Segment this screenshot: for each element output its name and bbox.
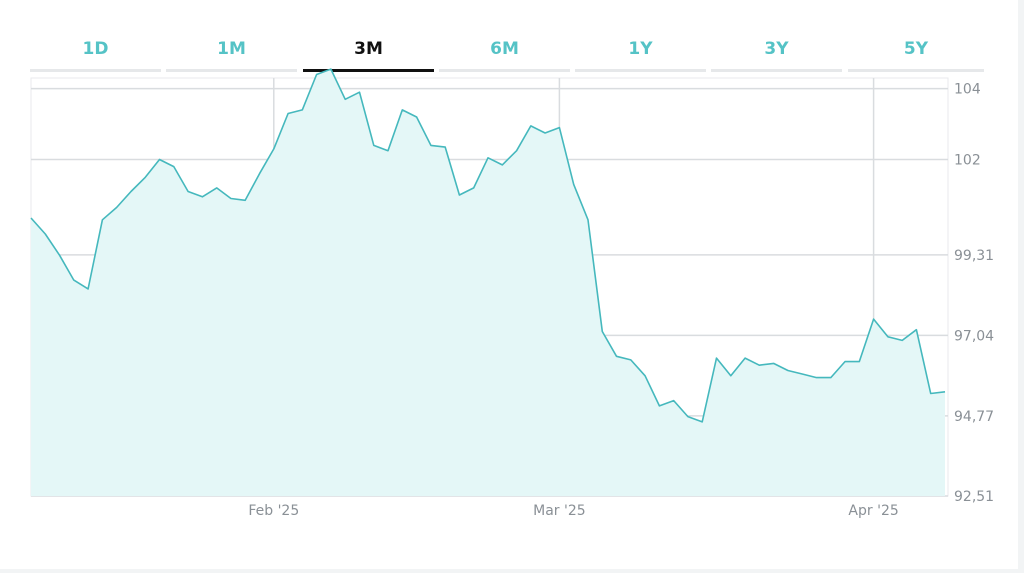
tab-underline — [711, 69, 842, 72]
tab-1d[interactable]: 1D — [30, 36, 161, 72]
tab-label: 1M — [217, 39, 246, 59]
tab-1m[interactable]: 1M — [166, 36, 297, 72]
tab-6m[interactable]: 6M — [439, 36, 570, 72]
y-tick-label: 99,31 — [954, 248, 994, 264]
tab-3m[interactable]: 3M — [303, 36, 434, 72]
tab-underline — [30, 69, 161, 72]
series-line — [30, 68, 946, 423]
tab-underline — [848, 69, 984, 72]
y-tick-label: 104 — [954, 82, 981, 98]
y-tick-label: 92,51 — [954, 489, 994, 505]
x-tick-label: Feb '25 — [248, 503, 299, 519]
tab-3y[interactable]: 3Y — [711, 36, 842, 72]
y-tick-label: 102 — [954, 153, 981, 169]
tab-label: 5Y — [903, 39, 929, 59]
tab-underline — [303, 69, 434, 72]
tab-1y[interactable]: 1Y — [575, 36, 706, 72]
tab-5y[interactable]: 5Y — [848, 36, 984, 72]
x-tick-label: Apr '25 — [848, 503, 898, 519]
tab-underline — [166, 69, 297, 72]
tab-label: 1D — [82, 39, 109, 59]
tab-underline — [439, 69, 570, 72]
tab-label: 3Y — [764, 39, 789, 59]
tab-label: 3M — [354, 39, 383, 59]
x-tick-label: Mar '25 — [533, 503, 586, 519]
range-tabs: 1D 1M 3M 6M 1Y 3Y 5Y — [30, 36, 984, 72]
tab-label: 1Y — [628, 39, 653, 59]
series-area — [31, 69, 945, 496]
y-tick-label: 97,04 — [954, 328, 994, 344]
tab-underline — [575, 69, 706, 72]
y-tick-label: 94,77 — [954, 409, 994, 425]
tab-label: 6M — [490, 39, 519, 59]
